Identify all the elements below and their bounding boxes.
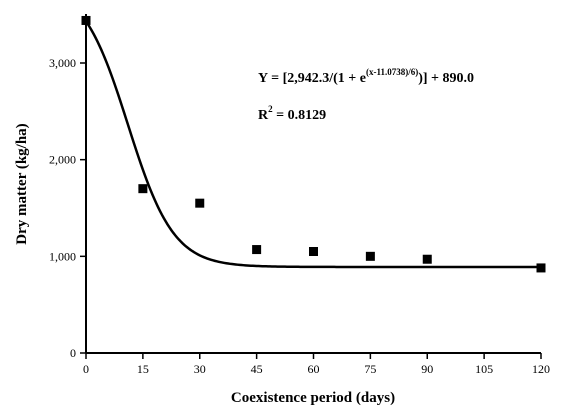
axes bbox=[85, 14, 541, 354]
equation-rhs: )] + 890.0 bbox=[418, 71, 474, 86]
x-tick-label: 75 bbox=[364, 362, 376, 376]
x-tick-label: 30 bbox=[194, 362, 206, 376]
x-tick-label: 45 bbox=[251, 362, 263, 376]
x-tick-label: 105 bbox=[475, 362, 493, 376]
y-tick-label: 2,000 bbox=[49, 153, 76, 167]
equation-exponent: (x-11.0738)/6) bbox=[366, 67, 418, 77]
y-axis-title: Dry matter (kg/ha) bbox=[14, 123, 30, 244]
fit-curve-layer bbox=[84, 20, 541, 269]
y-tick-label: 0 bbox=[70, 346, 76, 360]
data-point bbox=[138, 184, 148, 194]
r-squared: R2 = 0.8129 bbox=[258, 104, 326, 123]
x-tick-label: 90 bbox=[421, 362, 433, 376]
r-squared-exponent: 2 bbox=[268, 104, 273, 114]
x-tick-label: 60 bbox=[308, 362, 320, 376]
data-point bbox=[536, 263, 546, 273]
x-tick-label: 15 bbox=[137, 362, 149, 376]
fit-equation: Y = [2,942.3/(1 + e(x-11.0738)/6))] + 89… bbox=[258, 67, 474, 86]
r-squared-value: = 0.8129 bbox=[273, 108, 326, 123]
y-tick-label: 1,000 bbox=[49, 249, 76, 263]
data-point bbox=[422, 254, 432, 264]
data-points bbox=[81, 15, 546, 273]
data-point bbox=[252, 245, 262, 255]
data-point bbox=[365, 251, 375, 261]
equation-lhs: Y = [2,942.3/(1 + e bbox=[258, 71, 366, 86]
y-tick-label: 3,000 bbox=[49, 56, 76, 70]
data-point bbox=[81, 15, 91, 25]
x-tick-label: 120 bbox=[532, 362, 550, 376]
r-squared-prefix: R bbox=[258, 108, 269, 123]
x-tick-label: 0 bbox=[83, 362, 89, 376]
data-point bbox=[195, 198, 205, 208]
ticks: 0 15 30 45 60 75 90 105 120 0 1,000 2,000 3,000 bbox=[49, 56, 550, 376]
data-point bbox=[309, 247, 318, 256]
x-axis-title: Coexistence period (days) bbox=[231, 390, 395, 406]
fit-curve bbox=[84, 20, 541, 269]
